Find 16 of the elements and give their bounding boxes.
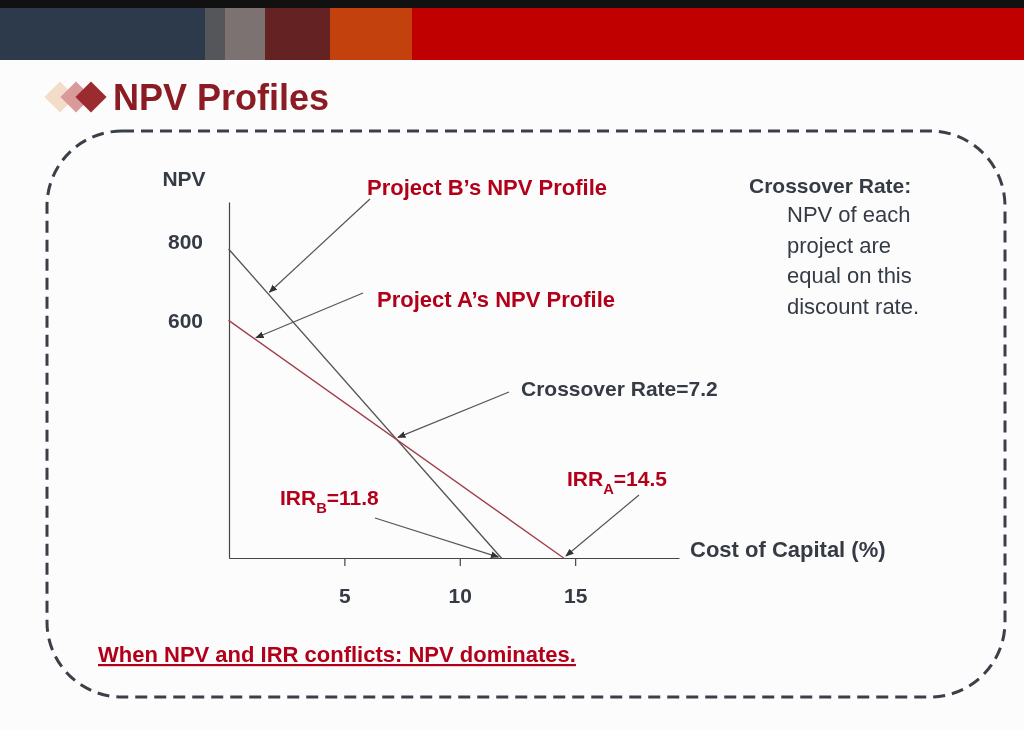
text: Project B’s NPV Profile <box>367 175 608 200</box>
chart-title: NPV Profiles <box>113 77 330 118</box>
text: Crossover Rate: <box>749 174 912 197</box>
text: NPV of each project are equal on this discount rate. <box>787 202 920 319</box>
x-tick-label: 10 <box>448 583 472 607</box>
y-tick-label: 800 <box>167 229 203 253</box>
x-tick-label: 15 <box>563 583 588 607</box>
y-axis-title: NPV <box>162 167 206 190</box>
text: Project A’s NPV Profile <box>377 287 616 312</box>
x-tick-label: 5 <box>339 583 352 607</box>
annotation: IRR$_{B}$=11.8 <box>280 486 380 516</box>
text: When NPV and IRR conflicts: NPV dominates. <box>98 642 576 667</box>
annotation: Crossover Rate=7.2 <box>521 377 718 400</box>
x-axis-title: Cost of Capital (%) <box>690 537 886 562</box>
annotation: IRR$_{A}$=14.5 <box>567 467 668 497</box>
y-tick-label: 600 <box>167 308 203 332</box>
